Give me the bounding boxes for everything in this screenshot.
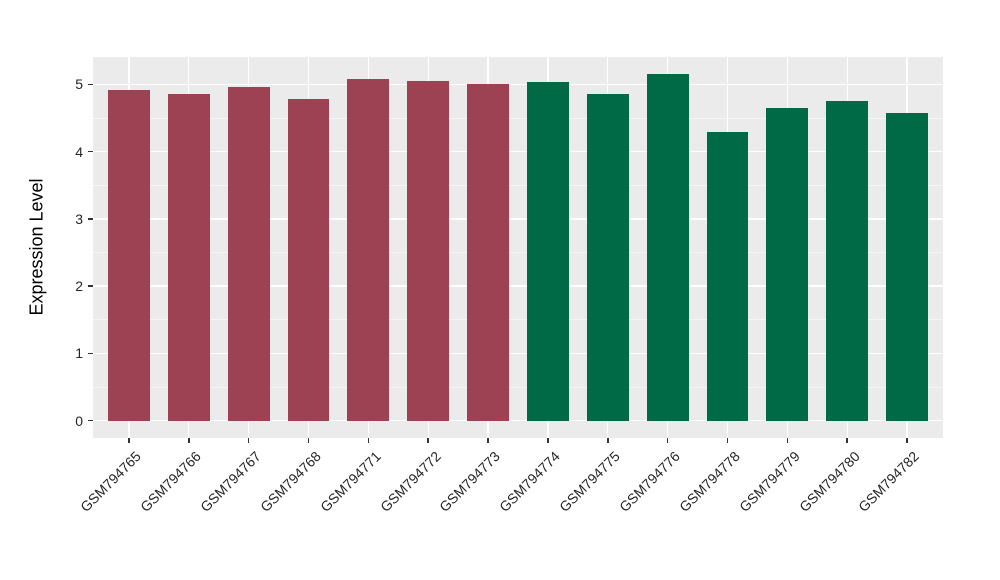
bar-GSM794776: [646, 74, 689, 421]
bar-GSM794780: [826, 100, 869, 421]
bar-GSM794768: [287, 99, 330, 421]
x-tick-mark: [427, 438, 429, 443]
bar-GSM794782: [886, 113, 929, 421]
x-tick-mark: [786, 438, 789, 443]
x-tick-label-text: GSM794782: [855, 448, 923, 515]
plot-panel: [93, 57, 943, 438]
x-tick-mark: [487, 438, 489, 443]
bar-GSM794775: [586, 94, 629, 421]
x-tick-mark: [846, 438, 848, 443]
y-tick-mark: [88, 218, 93, 220]
x-tick-mark: [726, 438, 729, 443]
x-tick-label-text: GSM794773: [436, 448, 504, 515]
y-tick-label: 5: [75, 76, 83, 93]
x-tick-label-text: GSM794774: [496, 448, 564, 515]
x-tick-label-text: GSM794771: [316, 448, 384, 515]
x-tick-label-text: GSM794778: [675, 448, 743, 515]
y-tick-label: 3: [75, 210, 83, 227]
y-tick-label: 4: [75, 143, 83, 160]
gridline-horizontal-major: [93, 83, 943, 86]
x-tick-mark: [367, 438, 370, 443]
x-tick-label-text: GSM794779: [735, 448, 803, 515]
y-tick-label: 1: [75, 345, 83, 362]
x-tick-label-text: GSM794765: [77, 448, 145, 515]
gridline-horizontal-minor: [93, 117, 943, 119]
bar-GSM794766: [167, 93, 210, 421]
x-tick-label-text: GSM794768: [256, 448, 324, 515]
bar-GSM794778: [706, 132, 749, 421]
x-tick-label-text: GSM794772: [376, 448, 444, 515]
x-tick-mark: [128, 438, 130, 443]
x-tick-mark: [906, 438, 908, 443]
x-tick-label-text: GSM794775: [556, 448, 624, 515]
y-tick-label: 0: [75, 412, 83, 429]
gridline-horizontal-minor: [93, 319, 943, 321]
bar-GSM794772: [407, 81, 450, 421]
x-tick-label-text: GSM794767: [197, 448, 264, 515]
bar-GSM794771: [347, 79, 390, 421]
x-tick-mark: [247, 438, 250, 443]
x-tick-label-text: GSM794780: [795, 448, 863, 515]
gridline-horizontal-minor: [93, 252, 943, 254]
y-axis-title: Expression Level: [26, 178, 47, 316]
gridline-horizontal-major: [93, 150, 943, 153]
bar-GSM794779: [766, 107, 809, 421]
bar-GSM794767: [227, 87, 270, 421]
x-tick-mark: [188, 438, 190, 443]
y-tick-mark: [88, 419, 93, 422]
y-tick-mark: [88, 285, 93, 287]
y-tick-label: 2: [75, 278, 83, 295]
bar-GSM794765: [107, 89, 150, 421]
gridline-horizontal-major: [93, 352, 943, 355]
gridline-horizontal-minor: [93, 386, 943, 388]
y-tick-mark: [88, 83, 93, 86]
bar-GSM794774: [526, 81, 569, 421]
x-tick-mark: [547, 438, 549, 443]
gridline-horizontal-major: [93, 218, 943, 220]
x-tick-label-text: GSM794766: [137, 448, 205, 515]
gridline-horizontal-major: [93, 285, 943, 287]
y-tick-mark: [88, 150, 93, 153]
gridline-horizontal-minor: [93, 184, 943, 186]
x-tick-mark: [307, 438, 310, 443]
y-tick-mark: [88, 352, 93, 355]
bar-GSM794773: [467, 84, 509, 421]
x-tick-mark: [607, 438, 609, 443]
gridline-horizontal-major: [93, 419, 943, 422]
x-tick-label-text: GSM794776: [616, 448, 683, 515]
x-tick-mark: [666, 438, 669, 443]
